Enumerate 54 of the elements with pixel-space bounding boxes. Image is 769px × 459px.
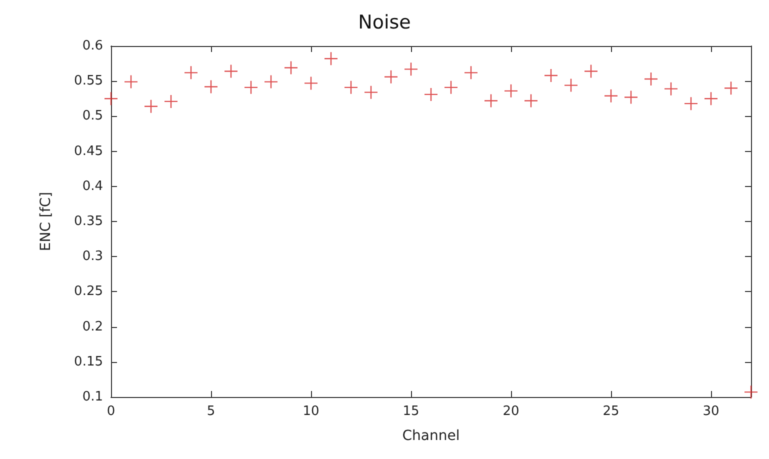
point [284, 60, 298, 75]
x-axis-title: Channel [402, 428, 460, 444]
y-tick-label: 0.35 [74, 214, 103, 229]
point [404, 62, 418, 76]
point [704, 92, 718, 106]
point [484, 94, 498, 108]
x-tick-label: 25 [602, 404, 620, 419]
y-tick-label: 0.2 [82, 319, 103, 334]
point [544, 68, 558, 83]
point [524, 94, 538, 108]
x-tick-label: 15 [402, 404, 420, 419]
point [264, 74, 278, 89]
point [724, 81, 738, 96]
point [624, 90, 638, 104]
point [464, 66, 478, 80]
y-tick-label: 0.55 [74, 74, 103, 89]
point [384, 70, 398, 84]
point [184, 66, 198, 80]
point [324, 52, 338, 66]
point [664, 82, 678, 96]
point [584, 64, 598, 78]
point [644, 72, 658, 86]
point [224, 64, 238, 78]
point [564, 78, 578, 92]
point [424, 87, 438, 102]
point [164, 94, 178, 109]
y-tick-label: 0.1 [82, 390, 103, 404]
point [504, 84, 518, 98]
point [304, 76, 318, 90]
y-tick-label: 0.25 [74, 284, 103, 300]
y-tick-label: 0.45 [74, 144, 103, 159]
x-tick-label: 0 [106, 404, 116, 419]
y-tick-label: 0.3 [82, 249, 103, 264]
point [144, 99, 158, 114]
y-tick-label: 0.5 [82, 108, 103, 124]
x-tick-label: 5 [206, 404, 216, 419]
point [204, 80, 218, 94]
point [124, 74, 138, 89]
point [104, 92, 118, 106]
point [604, 88, 618, 103]
y-axis-title: ENC [fC] [38, 192, 54, 252]
chart-title: Noise [358, 12, 411, 34]
point [364, 85, 378, 100]
x-tick-label: 20 [502, 404, 520, 419]
point [744, 384, 758, 400]
point [244, 80, 258, 95]
y-tick-label: 0.6 [82, 38, 103, 54]
point [444, 80, 458, 95]
y-tick-label: 0.15 [74, 354, 103, 370]
x-tick-label: 30 [702, 404, 720, 419]
y-tick-label: 0.4 [82, 178, 103, 194]
x-tick-label: 10 [302, 404, 320, 419]
point [684, 96, 698, 111]
point [344, 80, 358, 95]
